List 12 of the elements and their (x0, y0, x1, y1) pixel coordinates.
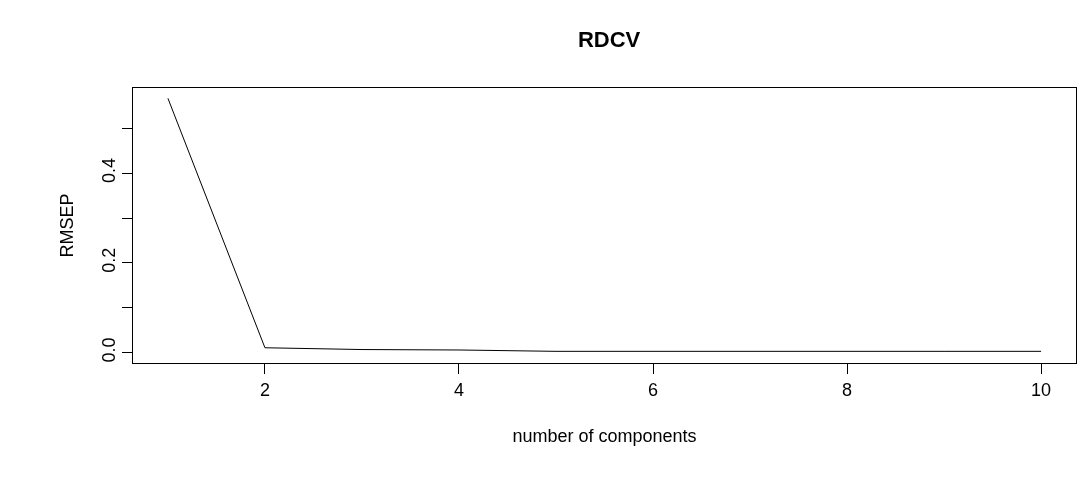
x-tick-label: 10 (1031, 379, 1052, 400)
y-axis-title: RMSEP (57, 193, 77, 258)
y-tick-label: 0.2 (98, 247, 119, 273)
chart-title: RDCV (577, 26, 641, 52)
x-tick-label: 2 (259, 379, 270, 400)
x-tick-label: 8 (842, 379, 853, 400)
x-axis-title: number of components (512, 425, 697, 446)
y-tick-label: 0.0 (98, 337, 119, 363)
x-tick-label: 4 (453, 379, 464, 400)
x-tick-label: 6 (648, 379, 659, 400)
y-tick-label: 0.4 (98, 158, 119, 184)
line-series (167, 97, 1042, 352)
